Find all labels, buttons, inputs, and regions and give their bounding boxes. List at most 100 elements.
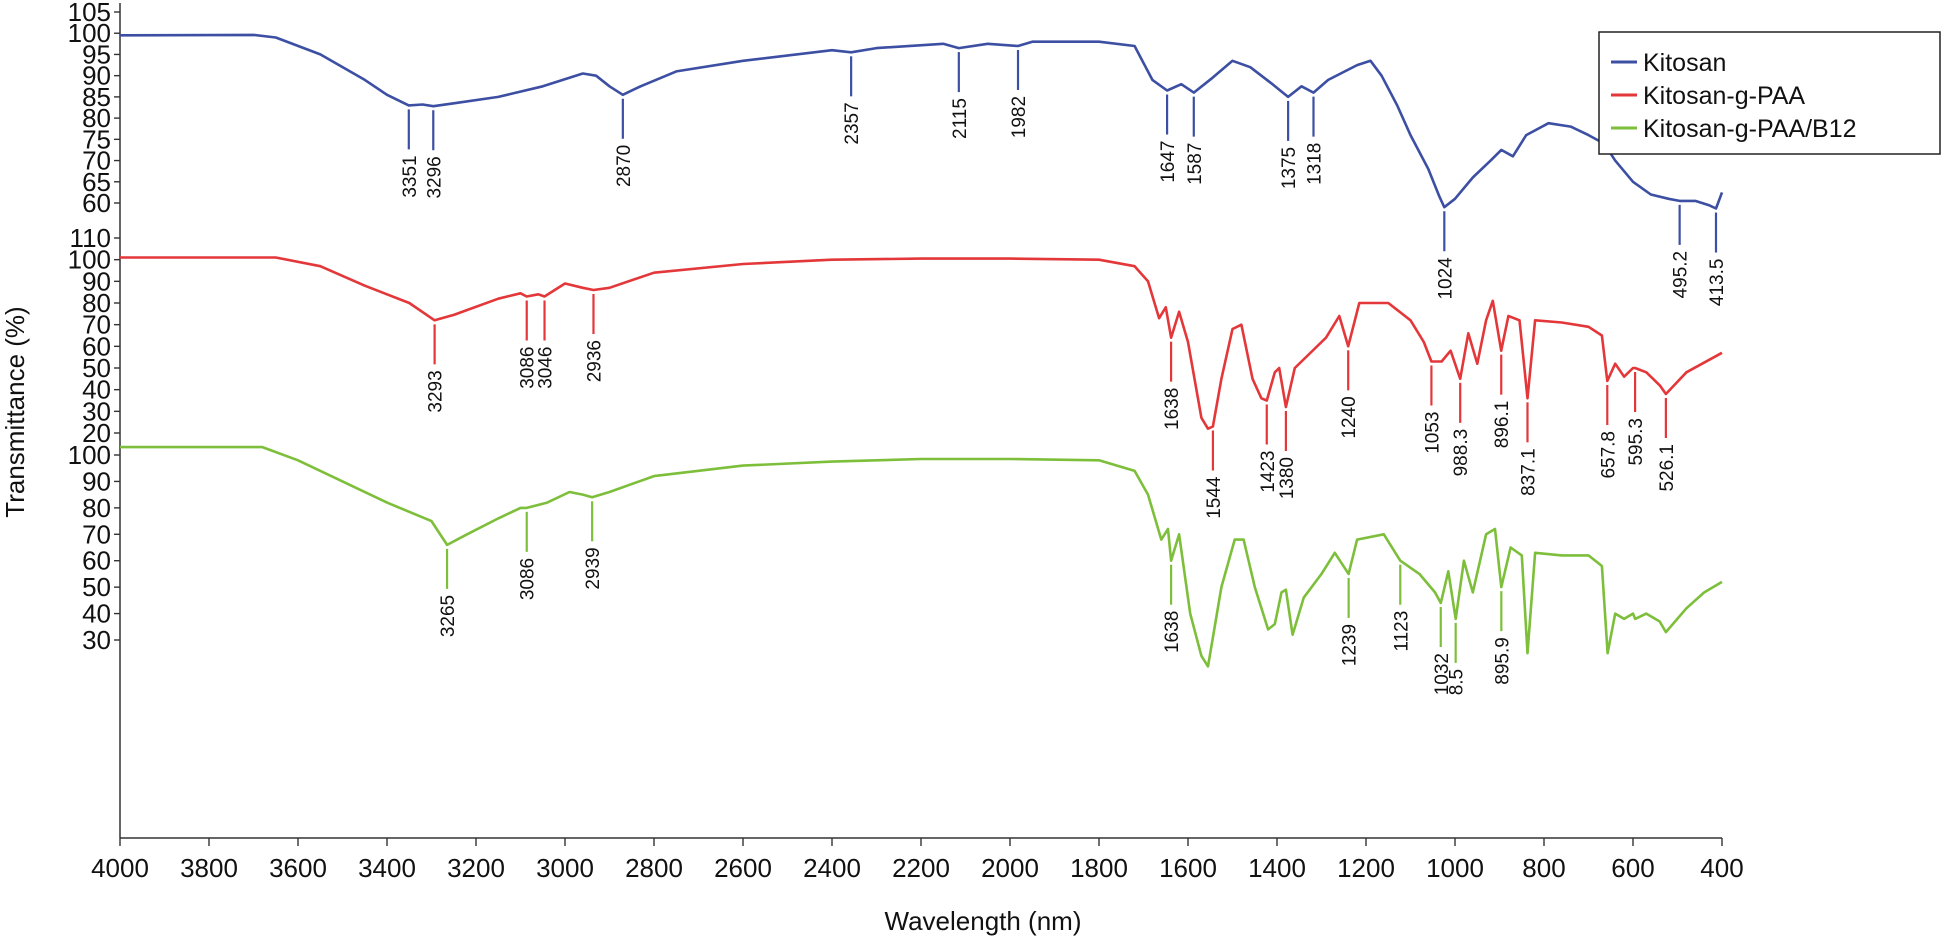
peak-label-3-2939: 2939: [583, 547, 604, 589]
legend-label-kitosan-g-paa-b12: Kitosan-g-PAA/B12: [1643, 115, 1857, 143]
y-tick-label-1-95: 95: [82, 39, 111, 69]
y-tick-label-2-50: 50: [82, 353, 111, 383]
peak-annotations: 3351 3296 2870 2357 2115 1982 1647 1587 1375 1318…: [400, 49, 1728, 695]
x-tick-label-3000: 3000: [536, 853, 594, 883]
peak-label-2-595-3: 595.3: [1626, 418, 1647, 466]
peak-label-1-3296: 3296: [424, 156, 445, 198]
peak-label-1-3351: 3351: [400, 155, 421, 197]
y-tick-label-3-90: 90: [82, 466, 111, 496]
x-ticks: 4000 3800 3600 3400 3200 3000 2800 2600 2400 2200…: [91, 838, 1744, 883]
y-tick-label-1-80: 80: [82, 103, 111, 133]
peak-label-3-1032: 1032: [1432, 653, 1453, 695]
peak-label-3-3265: 3265: [438, 595, 459, 637]
y-tick-label-1-85: 85: [82, 82, 111, 112]
y-tick-label-3-40: 40: [82, 599, 111, 629]
x-tick-label-1800: 1800: [1070, 853, 1128, 883]
peak-label-1-2357: 2357: [842, 102, 863, 144]
x-tick-label-3800: 3800: [180, 853, 238, 883]
y-tick-label-2-110: 110: [70, 223, 111, 253]
peak-label-3-3086: 3086: [518, 558, 539, 600]
peak-label-2-3046: 3046: [536, 347, 557, 389]
y-tick-label-1-75: 75: [82, 124, 111, 154]
x-tick-label-1600: 1600: [1159, 853, 1217, 883]
x-tick-label-2800: 2800: [625, 853, 683, 883]
x-tick-label-400: 400: [1700, 853, 1743, 883]
x-tick-label-600: 600: [1611, 853, 1654, 883]
series-line-kitosan-g-paa-b12: [120, 445, 1723, 668]
y-tick-label-2-90: 90: [82, 266, 111, 296]
peak-label-2-1638: 1638: [1162, 388, 1183, 430]
peak-label-2-896-1: 896.1: [1492, 401, 1513, 449]
peak-label-1-1318: 1318: [1304, 143, 1325, 185]
peak-label-2-1423: 1423: [1258, 451, 1279, 493]
peak-label-3-8-5: 8.5: [1447, 669, 1468, 695]
y-tick-label-2-30: 30: [82, 396, 111, 426]
peak-label-3-1123: 1123: [1391, 611, 1412, 652]
y-tick-label-2-70: 70: [82, 310, 111, 340]
peak-label-2-3293: 3293: [426, 370, 447, 412]
x-tick-label-1200: 1200: [1337, 853, 1395, 883]
peak-label-1-1024: 1024: [1435, 257, 1456, 300]
y-tick-label-1-65: 65: [82, 167, 111, 197]
peak-label-1-2115: 2115: [950, 98, 971, 139]
peak-label-2-1053: 1053: [1422, 412, 1443, 454]
y-ticks: 1051009590858075706560110100908070605040…: [68, 0, 120, 655]
legend-box: [1598, 31, 1941, 155]
x-tick-label-1000: 1000: [1426, 853, 1484, 883]
x-tick-label-3200: 3200: [447, 853, 505, 883]
peak-label-2-1240: 1240: [1339, 396, 1360, 438]
x-tick-label-2200: 2200: [892, 853, 950, 883]
y-tick-label-2-100: 100: [68, 245, 111, 275]
peak-label-1-1587: 1587: [1185, 143, 1206, 185]
y-axis-label: Transmittance (%): [0, 306, 30, 517]
peak-label-1-2870: 2870: [614, 145, 635, 187]
y-tick-label-3-30: 30: [82, 625, 111, 655]
peak-label-2-988-3: 988.3: [1451, 429, 1472, 477]
peak-label-3-1638: 1638: [1162, 611, 1183, 653]
peak-label-2-2936: 2936: [584, 340, 605, 382]
series-line-kitosan-g-paa: [120, 256, 1723, 430]
legend-label-kitosan-g-paa: Kitosan-g-PAA: [1643, 82, 1805, 110]
y-tick-label-1-100: 100: [68, 18, 111, 48]
peak-label-2-1544: 1544: [1204, 476, 1225, 519]
series-layer: [119, 33, 1724, 668]
y-tick-label-1-90: 90: [82, 61, 111, 91]
x-tick-label-4000: 4000: [91, 853, 149, 883]
x-tick-label-2600: 2600: [714, 853, 772, 883]
y-tick-label-2-40: 40: [82, 375, 111, 405]
axes-layer: [119, 3, 1722, 839]
peak-label-3-1239: 1239: [1340, 624, 1361, 666]
x-axis-label: Wavelength (nm): [885, 906, 1082, 936]
x-tick-label-3600: 3600: [269, 853, 327, 883]
x-tick-label-800: 800: [1522, 853, 1565, 883]
peak-label-1-413-5: 413.5: [1707, 259, 1728, 307]
y-tick-label-2-60: 60: [82, 331, 111, 361]
y-tick-label-3-70: 70: [82, 519, 111, 549]
x-tick-label-2400: 2400: [803, 853, 861, 883]
y-tick-label-1-105: 105: [68, 0, 111, 27]
peak-label-2-3086: 3086: [518, 347, 539, 389]
y-tick-label-3-50: 50: [82, 572, 111, 602]
y-tick-label-1-60: 60: [82, 188, 111, 218]
y-tick-label-2-20: 20: [82, 418, 111, 448]
x-tick-label-2000: 2000: [981, 853, 1039, 883]
peak-label-2-837-1: 837.1: [1518, 448, 1539, 496]
x-tick-label-1400: 1400: [1248, 853, 1306, 883]
x-tick-label-3400: 3400: [358, 853, 416, 883]
peak-label-1-1982: 1982: [1009, 96, 1030, 138]
y-tick-label-3-100: 100: [68, 440, 111, 470]
y-tick-label-1-70: 70: [82, 146, 111, 176]
peak-label-3-895-9: 895.9: [1492, 637, 1513, 685]
peak-label-1-1375: 1375: [1279, 147, 1300, 189]
peak-label-1-495-2: 495.2: [1671, 251, 1692, 299]
peak-label-2-1380: 1380: [1277, 457, 1298, 499]
y-tick-label-2-80: 80: [82, 288, 111, 318]
peak-label-1-1647: 1647: [1158, 141, 1179, 183]
series-line-kitosan: [119, 33, 1724, 210]
peak-label-2-657-8: 657.8: [1598, 431, 1619, 479]
legend: Kitosan Kitosan-g-PAA Kitosan-g-PAA/B12: [1598, 31, 1941, 155]
legend-label-kitosan: Kitosan: [1643, 49, 1726, 77]
y-tick-label-3-60: 60: [82, 546, 111, 576]
peak-label-2-526-1: 526.1: [1657, 444, 1678, 492]
